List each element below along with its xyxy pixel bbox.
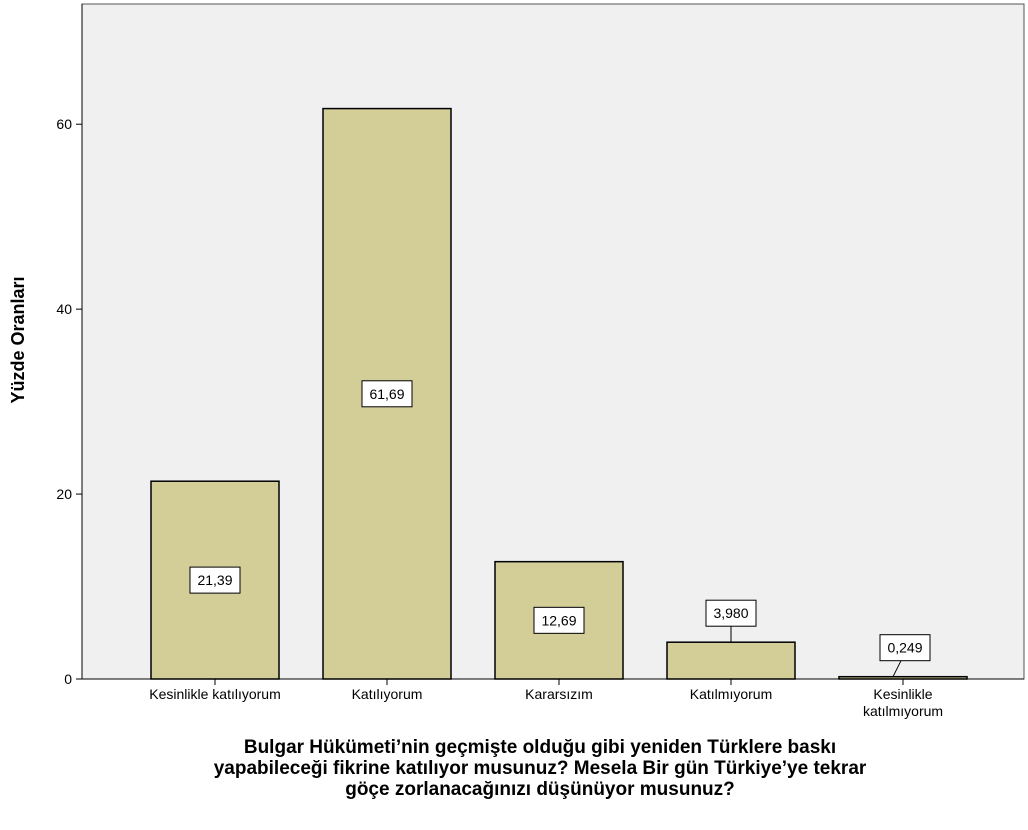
y-tick-label: 40 [56,301,72,317]
data-label-box [533,606,585,634]
bar [666,641,796,680]
x-axis-label: Bulgar Hükümeti’nin geçmişte olduğu gibi… [213,737,867,800]
x-tick-label: Katılıyorum [352,686,423,702]
y-tick-label: 0 [64,671,72,687]
bar-chart: 0 20 40 60 Kesinlikle katılıyorum Katılıyorum… [8,3,1025,719]
data-label-box [879,634,931,662]
data-label: 3,980 [713,605,748,621]
x-tick-label: Katılmıyorum [690,686,772,702]
x-tick-label: Kararsızım [525,686,593,702]
data-label-box [189,566,241,594]
data-label-leader [892,660,902,677]
y-tick-label: 60 [56,116,72,132]
y-axis-label: Yüzde Oranları [8,276,28,403]
x-tick-label: Kesinlikle katılmıyorum [863,686,943,719]
data-label-box [705,599,757,627]
x-tick-label: Kesinlikle katılıyorum [149,686,281,702]
data-label: 61,69 [369,386,404,402]
data-label: 12,69 [541,612,576,628]
data-label-box [361,380,413,408]
y-tick-label: 20 [56,486,72,502]
data-label: 21,39 [197,572,232,588]
data-label: 0,249 [887,640,922,656]
